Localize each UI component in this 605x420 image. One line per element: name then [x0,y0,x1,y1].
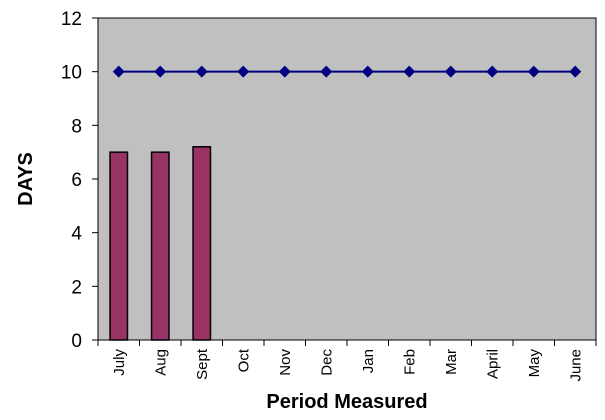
plot-area [97,17,597,341]
line-point-marker [444,65,457,78]
x-tick-label: Feb [401,349,418,375]
y-tick-label: 4 [71,224,82,245]
y-axis: 0 2 4 6 8 10 12 [61,9,98,352]
x-tick-label: Sept [194,348,211,380]
x-tick-label: Nov [277,349,294,376]
bar [109,151,129,341]
line-point-marker [361,65,374,78]
line-point-marker [403,65,416,78]
x-axis: July Aug Sept Oct Nov Dec Jan Feb Mar April May Jun… [97,340,597,382]
y-tick-label: 2 [71,277,82,298]
x-tick-label: Oct [235,348,252,372]
x-axis-title: Period Measured [266,391,427,413]
x-tick-label: April [484,349,501,379]
x-tick-label: July [111,349,128,376]
line-point-marker [486,65,499,78]
y-tick-label: 10 [61,63,82,84]
line-point-marker [195,65,208,78]
line-point-marker [320,65,333,78]
bar-series [109,146,212,341]
line-point-marker [278,65,291,78]
x-tick-label: Dec [318,349,335,376]
y-tick-label: 0 [71,331,82,352]
y-tick-label: 8 [71,116,82,137]
y-axis-title: DAYS [15,152,37,206]
bar [192,146,212,341]
y-tick-label: 12 [61,9,82,30]
line-point-marker [527,65,540,78]
x-tick-label: Aug [152,349,169,376]
x-tick-label: Jan [360,349,377,373]
line-point-marker [154,65,167,78]
x-tick-label: Mar [443,349,460,375]
x-tick-label: May [526,349,543,378]
line-point-marker [569,65,582,78]
line-point-marker [112,65,125,78]
line-point-marker [237,65,250,78]
bar [150,151,170,341]
x-tick-label: June [567,349,584,382]
y-tick-label: 6 [71,170,82,191]
line-series [112,65,582,78]
